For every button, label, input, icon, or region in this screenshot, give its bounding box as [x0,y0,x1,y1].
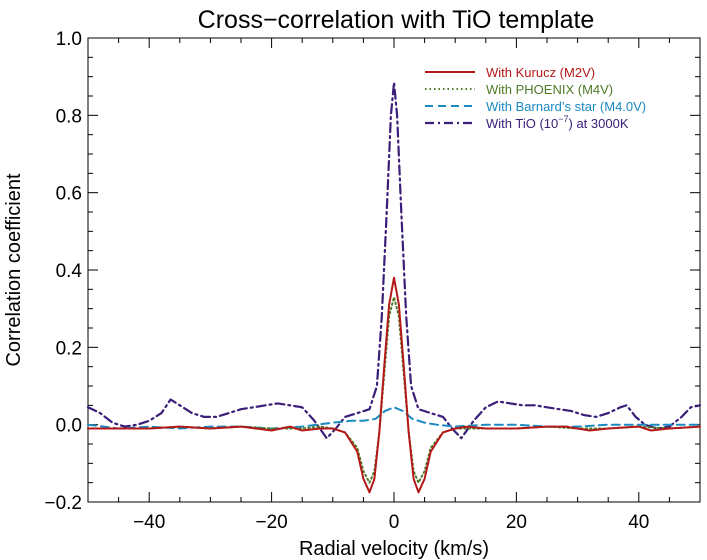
legend-label-tio-exponent: −7 [558,114,568,124]
x-tick-label: −40 [133,512,165,533]
legend-label-tio-main: With TiO (10 [486,116,558,131]
x-axis: −40 −20 0 20 40 [87,38,701,533]
y-tick-label: 0.0 [56,416,82,437]
legend: With Kurucz (M2V) With PHOENIX (M4V) Wit… [425,65,646,131]
series-line-phoenix [87,296,701,484]
series-lines [86,81,702,494]
y-axis-title: Correlation coefficient [3,173,25,367]
y-tick-label: −0.2 [44,493,82,514]
series-line-tio [86,81,702,440]
legend-label-tio: With TiO (10−7) at 3000K [486,114,629,131]
y-tick-label: 0.6 [56,184,82,205]
legend-label-phoenix: With PHOENIX (M4V) [486,82,613,97]
series-line-kurucz [87,276,701,494]
y-tick-label: 0.8 [56,106,82,127]
chart-title: Cross−correlation with TiO template [198,6,595,34]
y-tick-label: 1.0 [56,29,82,50]
x-axis-title: Radial velocity (km/s) [299,538,489,560]
y-tick-label: 0.4 [56,261,83,282]
legend-label-barnard: With Barnard’s star (M4.0V) [486,99,646,114]
x-tick-label: 0 [389,512,400,533]
legend-label-tio-tail: ) at 3000K [569,116,629,131]
x-tick-label: 40 [628,512,649,533]
x-tick-label: −20 [255,512,287,533]
y-axis: −0.2 0.0 0.2 0.4 0.6 0.8 1.0 [44,29,700,514]
x-tick-label: 20 [506,512,527,533]
y-tick-label: 0.2 [56,338,82,359]
legend-label-kurucz: With Kurucz (M2V) [486,65,595,80]
